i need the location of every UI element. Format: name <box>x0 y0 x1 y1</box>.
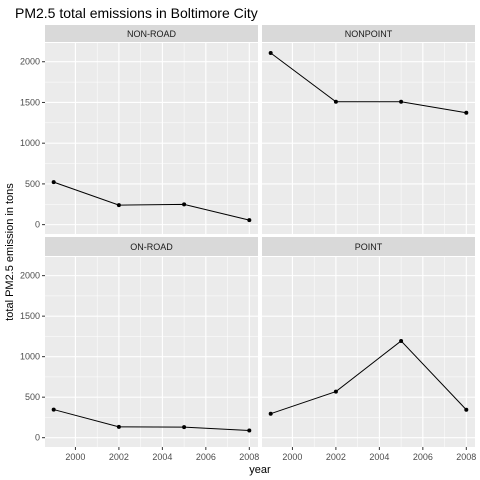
facet-nonpoint: NONPOINT <box>262 25 475 234</box>
y-tick-label: 1000 <box>20 352 40 362</box>
y-tick-label: 0 <box>35 220 40 230</box>
x-tick-label: 2006 <box>413 452 433 462</box>
data-point-nonpoint <box>399 100 403 104</box>
x-tick-label: 2000 <box>65 452 85 462</box>
data-point-on-road <box>182 425 186 429</box>
facet-strip-label-nonpoint: NONPOINT <box>345 29 393 39</box>
x-tick-label: 2008 <box>239 452 259 462</box>
data-point-nonpoint <box>464 111 468 115</box>
data-point-point <box>269 412 273 416</box>
x-tick-label: 2004 <box>152 452 172 462</box>
x-tick-label: 2000 <box>282 452 302 462</box>
data-point-nonpoint <box>334 100 338 104</box>
data-point-on-road <box>52 408 56 412</box>
panel-background-on-road <box>45 257 258 447</box>
y-tick-label: 1000 <box>20 138 40 148</box>
facet-strip-label-point: POINT <box>355 242 383 252</box>
x-tick-label: 2002 <box>326 452 346 462</box>
facet-panels: NON-ROAD 0 500 1000 1500 2000 NONPOINT ON-ROAD 0… <box>20 25 476 462</box>
facet-point: POINT 2000 2002 2004 2006 2008 <box>262 237 476 462</box>
data-point-on-road <box>247 429 251 433</box>
y-tick-label: 500 <box>25 392 40 402</box>
y-tick-label: 1500 <box>20 311 40 321</box>
facet-on-road: ON-ROAD 0 500 1000 1500 2000 2000 2002 2004 2006 2… <box>20 237 259 462</box>
data-point-point <box>464 408 468 412</box>
x-tick-label: 2008 <box>456 452 476 462</box>
panel-background-point <box>262 257 475 447</box>
y-tick-label: 0 <box>35 433 40 443</box>
chart-title: PM2.5 total emissions in Boltimore City <box>15 5 258 21</box>
y-tick-label: 500 <box>25 179 40 189</box>
facet-non-road: NON-ROAD 0 500 1000 1500 2000 <box>20 25 258 234</box>
x-tick-label: 2006 <box>196 452 216 462</box>
y-tick-label: 2000 <box>20 271 40 281</box>
data-point-point <box>334 390 338 394</box>
data-point-non-road <box>117 203 121 207</box>
y-tick-label: 2000 <box>20 57 40 67</box>
y-tick-label: 1500 <box>20 97 40 107</box>
data-point-non-road <box>247 218 251 222</box>
x-tick-label: 2004 <box>369 452 389 462</box>
data-point-non-road <box>52 180 56 184</box>
x-axis-title: year <box>249 464 271 476</box>
data-point-non-road <box>182 202 186 206</box>
panel-background-nonpoint <box>262 43 475 234</box>
facet-strip-label-on-road: ON-ROAD <box>130 242 173 252</box>
x-tick-label: 2002 <box>109 452 129 462</box>
data-point-point <box>399 339 403 343</box>
facet-strip-label-non-road: NON-ROAD <box>127 29 176 39</box>
y-axis-title: total PM2.5 emission in tons <box>4 183 16 321</box>
data-point-nonpoint <box>269 51 273 55</box>
panel-background-non-road <box>45 43 258 234</box>
data-point-on-road <box>117 425 121 429</box>
